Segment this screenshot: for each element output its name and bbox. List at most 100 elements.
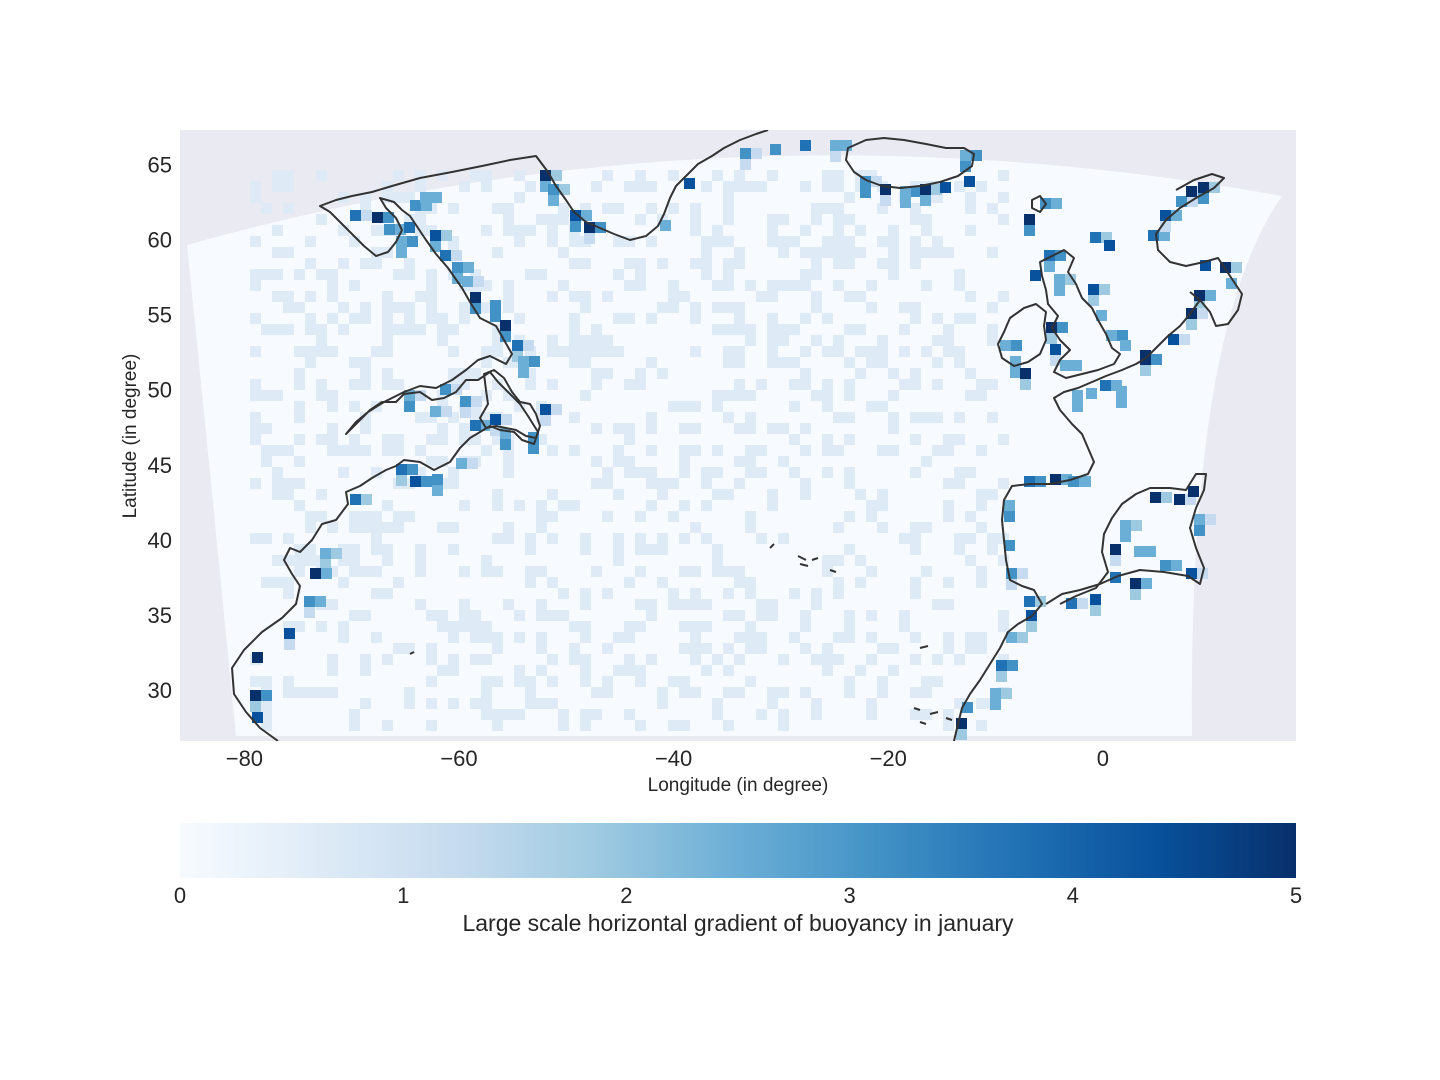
gradient-cell <box>261 423 272 434</box>
gradient-cell <box>855 577 866 588</box>
gradient-cell <box>701 258 712 269</box>
gradient-cell <box>580 621 591 632</box>
y-tick-label: 30 <box>148 678 172 703</box>
gradient-cell <box>954 544 965 555</box>
gradient-cell <box>954 698 965 709</box>
gradient-cell <box>910 203 921 214</box>
gradient-cell <box>349 720 360 731</box>
gradient-cell <box>811 203 822 214</box>
gradient-cell <box>888 445 899 456</box>
gradient-cell <box>547 698 558 709</box>
gradient-cell <box>360 313 371 324</box>
gradient-cell <box>536 610 547 621</box>
gradient-cell <box>350 494 361 505</box>
gradient-cell <box>382 555 393 566</box>
gradient-cell <box>1205 290 1216 301</box>
gradient-cell <box>668 401 679 412</box>
gradient-cell <box>371 511 382 522</box>
gradient-cell <box>569 324 580 335</box>
colorbar-tick-label: 5 <box>1290 883 1302 908</box>
gradient-cell <box>1120 340 1131 351</box>
gradient-cell <box>910 533 921 544</box>
gradient-cell <box>1017 632 1028 643</box>
gradient-cell <box>932 599 943 610</box>
gradient-cell <box>580 665 591 676</box>
gradient-cell <box>866 632 877 643</box>
gradient-cell <box>272 390 283 401</box>
gradient-cell <box>866 511 877 522</box>
gradient-cell <box>338 445 349 456</box>
gradient-cell <box>294 566 305 577</box>
gradient-cell <box>441 230 452 241</box>
gradient-cell <box>1151 354 1162 365</box>
gradient-cell <box>426 313 437 324</box>
gradient-cell <box>712 555 723 566</box>
gradient-cell <box>415 214 426 225</box>
gradient-cell <box>800 445 811 456</box>
gradient-cell <box>404 390 415 401</box>
gradient-cell <box>910 577 921 588</box>
gradient-cell <box>789 357 800 368</box>
gradient-cell <box>877 643 888 654</box>
gradient-cell <box>283 302 294 313</box>
gradient-cell <box>349 401 360 412</box>
gradient-cell <box>660 220 671 231</box>
gradient-cell <box>382 302 393 313</box>
gradient-cell <box>800 643 811 654</box>
gradient-cell <box>855 225 866 236</box>
gradient-cell <box>855 368 866 379</box>
gradient-cell <box>294 544 305 555</box>
gradient-cell <box>500 331 511 342</box>
gradient-cell <box>602 511 613 522</box>
gradient-cell <box>844 544 855 555</box>
gradient-cell <box>415 170 426 181</box>
gradient-cell <box>547 346 558 357</box>
gradient-cell <box>602 478 613 489</box>
gradient-cell <box>261 676 272 687</box>
gradient-cell <box>657 214 668 225</box>
gradient-cell <box>899 346 910 357</box>
gradient-cell <box>860 176 871 187</box>
gradient-cell <box>668 280 679 291</box>
gradient-cell <box>987 412 998 423</box>
gradient-cell <box>723 687 734 698</box>
gradient-cell <box>866 500 877 511</box>
gradient-cell <box>1171 210 1182 221</box>
gradient-cell <box>701 467 712 478</box>
gradient-cell <box>833 445 844 456</box>
gradient-cell <box>778 533 789 544</box>
gradient-cell <box>525 698 536 709</box>
gradient-cell <box>503 214 514 225</box>
gradient-cell <box>965 390 976 401</box>
gradient-cell <box>910 313 921 324</box>
gradient-cell <box>602 588 613 599</box>
gradient-cell <box>888 665 899 676</box>
gradient-cell <box>448 698 459 709</box>
gradient-cell <box>646 500 657 511</box>
gradient-cell <box>1194 290 1205 301</box>
gradient-cell <box>591 346 602 357</box>
gradient-cell <box>767 610 778 621</box>
gradient-cell <box>723 181 734 192</box>
gradient-cell <box>1050 344 1061 355</box>
colorbar-tick-label: 1 <box>397 883 409 908</box>
gradient-cell <box>910 302 921 313</box>
gradient-cell <box>250 434 261 445</box>
gradient-cell <box>316 687 327 698</box>
gradient-cell <box>635 181 646 192</box>
gradient-cell <box>712 544 723 555</box>
gradient-cell <box>745 621 756 632</box>
gradient-cell <box>624 577 635 588</box>
gradient-cell <box>866 357 877 368</box>
gradient-cell <box>943 599 954 610</box>
gradient-cell <box>305 555 316 566</box>
gradient-cell <box>624 665 635 676</box>
gradient-cell <box>1197 308 1208 319</box>
gradient-cell <box>866 610 877 621</box>
gradient-cell <box>712 170 723 181</box>
gradient-cell <box>250 676 261 687</box>
gradient-cell <box>250 236 261 247</box>
gradient-cell <box>1006 568 1017 579</box>
gradient-cell <box>338 225 349 236</box>
gradient-cell <box>448 324 459 335</box>
